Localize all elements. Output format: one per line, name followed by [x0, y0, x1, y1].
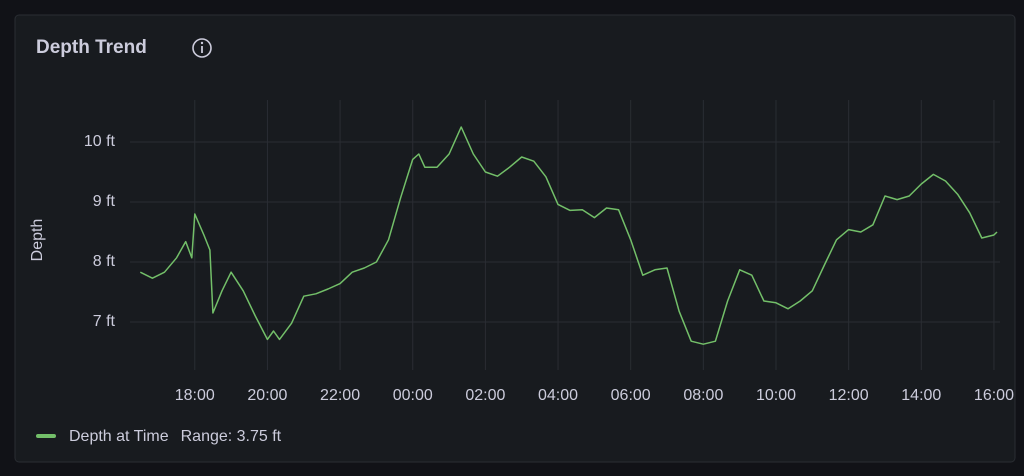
y-tick-label: 10 ft	[84, 133, 116, 150]
y-tick-label: 7 ft	[93, 313, 116, 330]
x-tick-label: 12:00	[829, 387, 869, 404]
legend-range: Range: 3.75 ft	[181, 428, 282, 445]
x-tick-label: 18:00	[175, 387, 215, 404]
y-tick-label: 9 ft	[93, 193, 116, 210]
y-axis-label: Depth	[29, 219, 46, 262]
x-tick-label: 08:00	[683, 387, 723, 404]
legend-swatch	[36, 434, 56, 438]
line	[139, 126, 998, 345]
x-tick-label: 04:00	[538, 387, 578, 404]
legend-label: Depth at Time	[69, 428, 169, 445]
panel	[14, 14, 1016, 463]
info-icon[interactable]	[192, 38, 212, 58]
chart-title: Depth Trend	[36, 37, 147, 58]
x-tick-label: 14:00	[901, 387, 941, 404]
x-tick-label: 06:00	[611, 387, 651, 404]
x-tick-label: 00:00	[393, 387, 433, 404]
x-tick-label: 10:00	[756, 387, 796, 404]
y-tick-label: 8 ft	[93, 253, 116, 270]
x-tick-label: 16:00	[974, 387, 1014, 404]
x-tick-label: 02:00	[465, 387, 505, 404]
x-tick-label: 22:00	[320, 387, 360, 404]
x-tick-label: 20:00	[247, 387, 287, 404]
